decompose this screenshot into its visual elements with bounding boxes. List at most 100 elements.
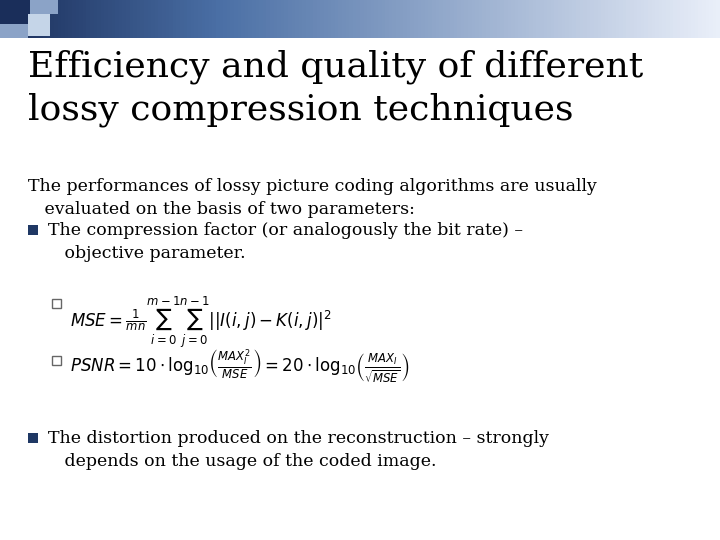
Bar xyxy=(58,0,62,38)
Bar xyxy=(680,0,685,38)
Bar xyxy=(194,0,199,38)
Bar xyxy=(410,0,415,38)
Bar xyxy=(518,0,523,38)
Bar xyxy=(418,0,422,38)
Bar xyxy=(28,225,38,235)
Bar xyxy=(54,0,58,38)
Bar xyxy=(572,0,577,38)
Bar xyxy=(43,0,48,38)
Bar xyxy=(0,0,4,38)
Bar xyxy=(184,0,188,38)
Bar xyxy=(371,0,375,38)
Bar xyxy=(40,0,44,38)
Bar xyxy=(544,0,548,38)
Bar xyxy=(562,0,566,38)
Bar xyxy=(76,0,80,38)
Bar xyxy=(648,0,652,38)
Bar xyxy=(122,0,127,38)
Bar xyxy=(403,0,408,38)
Bar xyxy=(284,0,289,38)
Bar xyxy=(317,0,321,38)
Bar xyxy=(68,0,73,38)
Text: Efficiency and quality of different
lossy compression techniques: Efficiency and quality of different loss… xyxy=(28,50,643,127)
Bar xyxy=(558,0,562,38)
Bar xyxy=(601,0,606,38)
Bar xyxy=(202,0,206,38)
Bar xyxy=(198,0,202,38)
Bar xyxy=(630,0,634,38)
Bar xyxy=(209,0,213,38)
Bar xyxy=(50,0,55,38)
Bar xyxy=(263,0,267,38)
Bar xyxy=(670,0,674,38)
Bar xyxy=(389,0,393,38)
Bar xyxy=(101,0,105,38)
Bar xyxy=(241,0,246,38)
Bar xyxy=(472,0,476,38)
Bar xyxy=(133,0,138,38)
Bar xyxy=(248,0,253,38)
Bar xyxy=(554,0,559,38)
Bar xyxy=(367,0,372,38)
Bar xyxy=(497,0,501,38)
Bar xyxy=(220,0,224,38)
Bar xyxy=(119,0,123,38)
Bar xyxy=(30,0,58,14)
Bar xyxy=(468,0,472,38)
Text: The compression factor (or analogously the bit rate) –
   objective parameter.: The compression factor (or analogously t… xyxy=(48,222,523,262)
Bar xyxy=(457,0,462,38)
Bar xyxy=(256,0,260,38)
Bar xyxy=(673,0,678,38)
Bar xyxy=(25,0,30,38)
Bar xyxy=(169,0,174,38)
Bar xyxy=(432,0,436,38)
Bar xyxy=(533,0,537,38)
Bar xyxy=(346,0,350,38)
Bar xyxy=(587,0,591,38)
Bar xyxy=(320,0,325,38)
Bar xyxy=(65,0,69,38)
Bar xyxy=(281,0,285,38)
Bar xyxy=(353,0,357,38)
Bar xyxy=(259,0,264,38)
Bar xyxy=(0,24,28,38)
Bar xyxy=(238,0,242,38)
Bar xyxy=(486,0,490,38)
Bar xyxy=(295,0,300,38)
Bar xyxy=(104,0,109,38)
Bar xyxy=(623,0,627,38)
Bar xyxy=(475,0,480,38)
Bar xyxy=(97,0,102,38)
Bar xyxy=(529,0,534,38)
Bar xyxy=(382,0,386,38)
Bar xyxy=(270,0,274,38)
Bar xyxy=(619,0,624,38)
Bar xyxy=(148,0,152,38)
Bar xyxy=(28,14,50,36)
Bar xyxy=(61,0,66,38)
Bar xyxy=(288,0,292,38)
Bar xyxy=(522,0,526,38)
Bar xyxy=(223,0,228,38)
Bar xyxy=(706,0,710,38)
Bar xyxy=(212,0,217,38)
Bar xyxy=(396,0,400,38)
Bar xyxy=(90,0,94,38)
Bar xyxy=(108,0,112,38)
Bar xyxy=(436,0,440,38)
Bar xyxy=(331,0,336,38)
Bar xyxy=(536,0,541,38)
Text: $PSNR = 10 \cdot \log_{10}\!\left(\frac{MAX_I^2}{MSE}\right) = 20 \cdot \log_{10: $PSNR = 10 \cdot \log_{10}\!\left(\frac{… xyxy=(70,348,410,386)
Bar xyxy=(227,0,231,38)
Bar xyxy=(547,0,552,38)
Text: $MSE = \frac{1}{mn} \sum_{i=0}^{m-1}\sum_{j=0}^{n-1} ||I(i,j) - K(i,j)|^{2}$: $MSE = \frac{1}{mn} \sum_{i=0}^{m-1}\sum… xyxy=(70,295,332,350)
Bar xyxy=(140,0,145,38)
Bar xyxy=(72,0,76,38)
Bar xyxy=(677,0,681,38)
Bar xyxy=(94,0,98,38)
Bar xyxy=(162,0,166,38)
Bar xyxy=(691,0,696,38)
Bar xyxy=(716,0,720,38)
Bar xyxy=(360,0,364,38)
Bar xyxy=(0,0,30,24)
